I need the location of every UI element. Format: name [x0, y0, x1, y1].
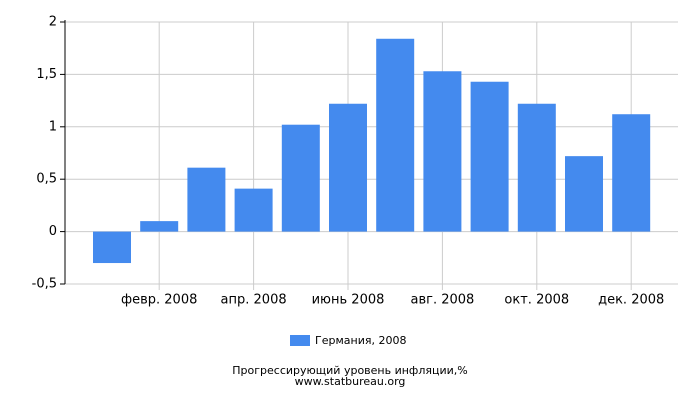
bar	[423, 71, 462, 232]
x-tick-label: окт. 2008	[504, 293, 569, 308]
y-tick-label: 0	[49, 224, 57, 239]
bar	[281, 124, 320, 232]
bar	[234, 188, 273, 232]
x-tick-label: авг. 2008	[410, 293, 474, 308]
x-tick-label: июнь 2008	[312, 293, 385, 308]
bar	[329, 103, 367, 232]
x-tick-label: апр. 2008	[221, 293, 287, 308]
y-tick-label: 1	[49, 119, 57, 134]
y-tick-label: 0,5	[36, 172, 57, 187]
y-tick-label: 2	[49, 15, 57, 30]
bar	[612, 114, 651, 232]
chart-title: Прогрессирующий уровень инфляции,%	[232, 364, 467, 377]
x-tick-label: февр. 2008	[121, 293, 197, 308]
legend-swatch	[290, 335, 310, 346]
bar	[187, 167, 226, 232]
y-tick-label: -0,5	[32, 277, 57, 292]
bar	[470, 81, 509, 232]
source: www.statbureau.org	[295, 375, 406, 388]
bar	[565, 156, 603, 232]
bar	[140, 221, 179, 232]
legend-label: Германия, 2008	[315, 334, 406, 347]
x-tick-label: дек. 2008	[598, 293, 664, 308]
bar	[517, 103, 556, 232]
y-tick-label: 1,5	[36, 67, 57, 82]
bar	[93, 231, 131, 264]
bar	[376, 38, 415, 232]
